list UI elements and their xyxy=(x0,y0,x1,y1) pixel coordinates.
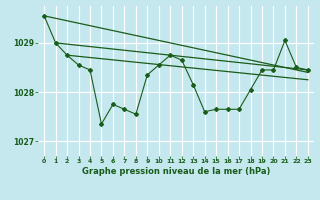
X-axis label: Graphe pression niveau de la mer (hPa): Graphe pression niveau de la mer (hPa) xyxy=(82,167,270,176)
